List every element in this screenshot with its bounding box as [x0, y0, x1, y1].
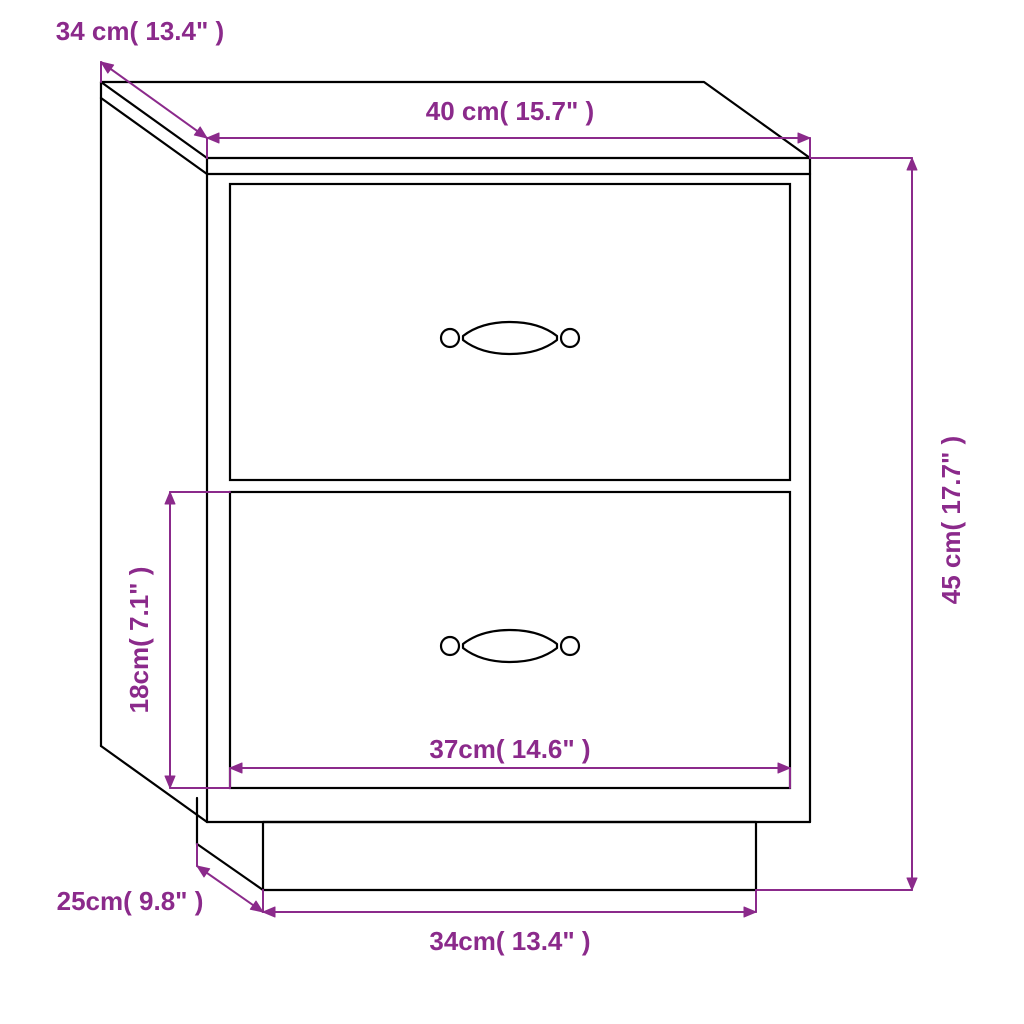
- dim-depth_top: 34 cm( 13.4" ): [56, 16, 224, 158]
- dim-plinth_d: 25cm( 9.8" ): [57, 844, 263, 916]
- drawer-handle-1: [441, 322, 579, 354]
- dim-drawer_w: 37cm( 14.6" ): [230, 734, 790, 788]
- dim-plinth_w-label: 34cm( 13.4" ): [429, 926, 590, 956]
- drawer-handle-2: [441, 630, 579, 662]
- dim-drawer_h-label: 18cm( 7.1" ): [124, 567, 154, 714]
- dim-plinth_d-label: 25cm( 9.8" ): [57, 886, 204, 916]
- dim-depth_top-label: 34 cm( 13.4" ): [56, 16, 224, 46]
- dim-height_right-label: 45 cm( 17.7" ): [936, 436, 966, 604]
- dim-width_top-label: 40 cm( 15.7" ): [426, 96, 594, 126]
- dim-drawer_h: 18cm( 7.1" ): [124, 492, 230, 788]
- dim-plinth_w: 34cm( 13.4" ): [263, 890, 756, 956]
- dim-height_right: 45 cm( 17.7" ): [756, 158, 966, 890]
- dim-width_top: 40 cm( 15.7" ): [207, 96, 810, 158]
- dim-drawer_w-label: 37cm( 14.6" ): [429, 734, 590, 764]
